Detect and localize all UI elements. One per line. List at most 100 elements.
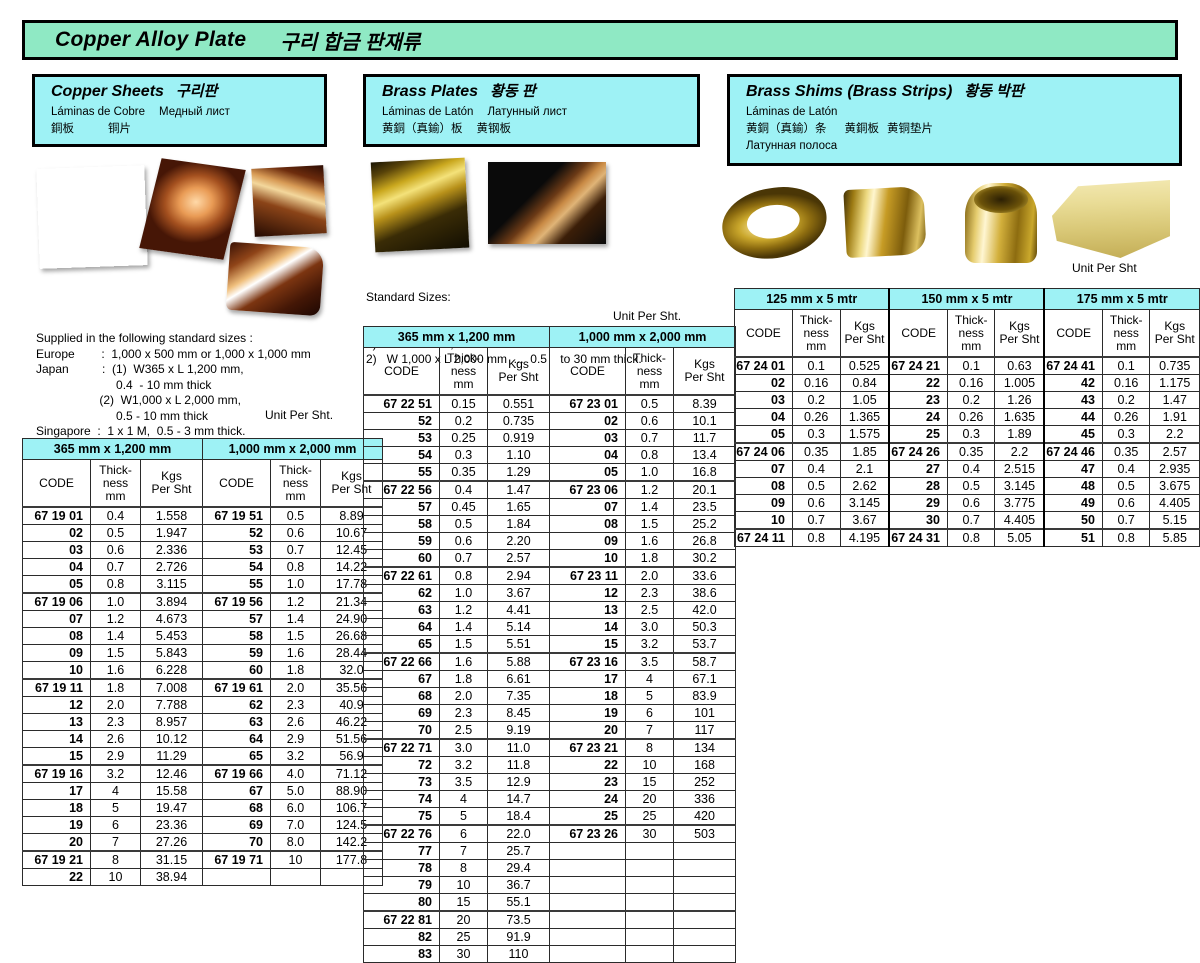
column-header-3-3: Kgs Per Sht <box>1149 309 1200 358</box>
cell-kgs: 38.6 <box>673 584 736 602</box>
table-row: 53 0.25 0.919 03 0.7 11.7 <box>363 429 736 447</box>
cell-kgs: 11.29 <box>140 747 203 766</box>
cell-thickness: 4 <box>625 670 674 688</box>
cell-kgs: 1.558 <box>140 506 203 525</box>
cell-code: 70 <box>202 833 271 852</box>
cell-thickness: 0.26 <box>791 408 841 426</box>
cell-kgs: 2.62 <box>839 477 890 495</box>
cell-thickness: 8.0 <box>270 833 321 852</box>
table-row: 54 0.3 1.10 04 0.8 13.4 <box>363 446 736 464</box>
cell-kgs <box>673 893 736 912</box>
table-row: 67 19 21 8 31.15 67 19 71 10 177.8 <box>22 850 383 869</box>
table-row: 58 0.5 1.84 08 1.5 25.2 <box>363 515 736 533</box>
cell-thickness: 0.2 <box>791 391 841 409</box>
cell-code: 67 19 71 <box>202 850 271 869</box>
cell-code: 09 <box>549 532 626 550</box>
cell-code: 19 <box>549 704 626 722</box>
cell-kgs: 1.89 <box>994 425 1045 444</box>
cell-kgs <box>673 910 736 929</box>
cell-thickness: 0.3 <box>1101 425 1151 444</box>
column-header-1-1: CODE <box>734 309 793 358</box>
cell-thickness: 2.3 <box>270 696 321 714</box>
cell-thickness: 0.6 <box>439 532 488 550</box>
cell-code: 20 <box>549 721 626 740</box>
cell-thickness: 0.7 <box>1101 511 1151 530</box>
cell-kgs: 117 <box>673 721 736 740</box>
cell-thickness: 0.1 <box>791 356 841 375</box>
cell-code: 24 <box>549 790 626 808</box>
cell-code: 25 <box>888 425 948 444</box>
table-row: 14 2.6 10.12 64 2.9 51.56 <box>22 730 383 748</box>
cell-thickness: 2.5 <box>625 601 674 619</box>
cell-thickness <box>625 859 674 877</box>
section-header-brass-shims: Brass Shims (Brass Strips) 황동 박판 Láminas … <box>727 74 1182 166</box>
brass-shims-title: Brass Shims (Brass Strips) 황동 박판 <box>746 82 1167 102</box>
cell-thickness: 2.9 <box>270 730 321 748</box>
cell-thickness: 10 <box>90 868 141 886</box>
cell-code: 67 19 61 <box>202 678 271 697</box>
brass-plates-title: Brass Plates 황동 판 <box>382 82 685 102</box>
cell-code: 05 <box>549 463 626 482</box>
cell-thickness: 0.8 <box>791 528 841 547</box>
cell-kgs: 2.1 <box>839 460 890 478</box>
cell-thickness: 1.8 <box>439 670 488 688</box>
cell-kgs: 7.008 <box>140 678 203 697</box>
table-size-header-row: 365 mm x 1,200 mm 1,000 mm x 2,000 mm <box>22 438 383 460</box>
cell-thickness: 1.4 <box>625 498 674 516</box>
copper-sheets-title-en: Copper Sheets <box>51 83 164 100</box>
cell-kgs: 2.20 <box>487 532 550 550</box>
cell-kgs: 31.15 <box>140 850 203 869</box>
cell-thickness: 6 <box>90 816 141 834</box>
cell-kgs: 91.9 <box>487 928 550 946</box>
cell-thickness: 0.7 <box>270 541 321 559</box>
cell-code: 04 <box>549 446 626 464</box>
cell-kgs: 1.05 <box>839 391 890 409</box>
cell-code: 19 <box>22 816 91 834</box>
cell-thickness: 0.35 <box>791 442 841 461</box>
brass-standard-sizes-title: Standard Sizes: <box>366 290 451 304</box>
cell-thickness: 0.4 <box>1101 460 1151 478</box>
copper-sheets-subtitle-line1: Láminas de Cobre Медный лист <box>51 105 312 119</box>
cell-thickness: 0.4 <box>946 460 996 478</box>
cell-thickness: 0.35 <box>1101 442 1151 461</box>
table-row: 17 4 15.58 67 5.0 88.90 <box>22 782 383 800</box>
size-header-1: 365 mm x 1,200 mm <box>22 438 203 460</box>
cell-thickness: 3.2 <box>270 747 321 766</box>
cell-code: 12 <box>22 696 91 714</box>
cell-code: 63 <box>202 713 271 731</box>
cell-code: 30 <box>888 511 948 530</box>
cell-code: 70 <box>363 721 440 740</box>
cell-code: 67 23 21 <box>549 738 626 757</box>
cell-code: 67 22 56 <box>363 480 440 499</box>
table-row: 67 22 56 0.4 1.47 67 23 06 1.2 20.1 <box>363 480 736 499</box>
table-row: 67 24 01 0.1 0.525 67 24 21 0.1 0.63 67 24 41 0… <box>734 356 1200 375</box>
cell-kgs: 110 <box>487 945 550 963</box>
table-row: 57 0.45 1.65 07 1.4 23.5 <box>363 498 736 516</box>
column-header-1-3: Kgs Per Sht <box>140 459 203 508</box>
table-row: 67 19 06 1.0 3.894 67 19 56 1.2 21.34 <box>22 592 383 611</box>
table-row: 62 1.0 3.67 12 2.3 38.6 <box>363 584 736 602</box>
cell-thickness: 0.16 <box>791 374 841 392</box>
table-row: 67 19 16 3.2 12.46 67 19 66 4.0 71.12 <box>22 764 383 783</box>
cell-code: 67 23 11 <box>549 566 626 585</box>
table-row: 70 2.5 9.19 20 7 117 <box>363 721 736 740</box>
cell-kgs: 8.45 <box>487 704 550 722</box>
column-header-1-3: Kgs Per Sht <box>839 309 890 358</box>
cell-thickness: 0.4 <box>439 480 488 499</box>
size-header-1: 365 mm x 1,200 mm <box>363 326 550 348</box>
cell-thickness: 4 <box>439 790 488 808</box>
cell-kgs <box>673 945 736 963</box>
cell-thickness: 5.0 <box>270 782 321 800</box>
cell-thickness: 6 <box>625 704 674 722</box>
table-row: 67 22 71 3.0 11.0 67 23 21 8 134 <box>363 738 736 757</box>
table-row: 67 22 76 6 22.0 67 23 26 30 503 <box>363 824 736 843</box>
cell-code: 04 <box>734 408 793 426</box>
cell-code: 54 <box>363 446 440 464</box>
cell-thickness: 6 <box>439 824 488 843</box>
cell-kgs: 0.63 <box>994 356 1045 375</box>
cell-kgs: 29.4 <box>487 859 550 877</box>
cell-code: 47 <box>1043 460 1103 478</box>
cell-kgs: 3.115 <box>140 575 203 594</box>
table-row: 77 7 25.7 <box>363 842 736 860</box>
cell-code: 67 19 11 <box>22 678 91 697</box>
